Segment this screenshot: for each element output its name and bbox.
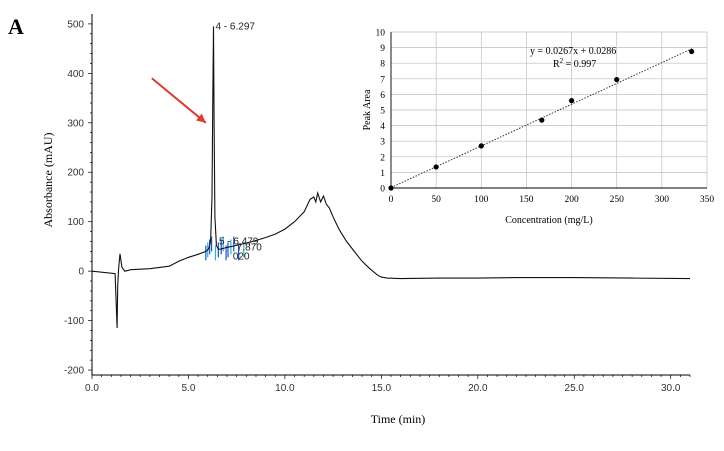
chromatogram-x-tick-label: 0.0 bbox=[85, 383, 99, 394]
inset-axes bbox=[390, 32, 707, 189]
inset-x-tick-label: 100 bbox=[474, 195, 489, 205]
inset-x-tick-label: 250 bbox=[610, 195, 625, 205]
chromatogram-x-tick-label: 15.0 bbox=[372, 383, 392, 394]
calibration-point bbox=[689, 48, 695, 55]
chromatogram-chart: 0.0 5.0 10.0 15.0 20.0 25.0 30.0 5004003002001… bbox=[41, 14, 691, 426]
chromatogram-y-tick-label: 200 bbox=[67, 168, 84, 179]
inset-y-tick-label: 4 bbox=[380, 122, 385, 132]
chromatogram-x-ticks: 0.0 5.0 10.0 15.0 20.0 25.0 30.0 bbox=[85, 375, 691, 394]
calibration-point bbox=[614, 76, 620, 83]
chromatogram-x-tick-label: 10.0 bbox=[275, 383, 295, 394]
chromatogram-y-tick-label: 300 bbox=[67, 118, 84, 129]
chromatogram-x-tick-label: 30.0 bbox=[661, 383, 681, 394]
inset-y-tick-label: 8 bbox=[380, 60, 385, 70]
inset-x-tick-label: 0 bbox=[389, 195, 394, 205]
inset-x-axis-title: Concentration (mg/L) bbox=[505, 215, 592, 226]
inset-y-tick-label: 6 bbox=[380, 91, 385, 101]
calibration-point bbox=[388, 185, 394, 191]
peak-label: 4 - 6.297 bbox=[215, 21, 255, 32]
fit-r-squared: R2 = 0.997 bbox=[553, 57, 596, 70]
chromatogram-x-axis-title: Time (min) bbox=[371, 412, 426, 426]
inset-x-tick-label: 300 bbox=[655, 195, 670, 205]
inset-x-tick-label: 150 bbox=[519, 195, 534, 205]
inset-y-tick-label: 0 bbox=[380, 185, 385, 195]
calibration-point bbox=[568, 98, 575, 104]
calibration-points bbox=[388, 48, 695, 191]
chromatogram-y-tick-label: 400 bbox=[67, 69, 84, 80]
inset-grid bbox=[390, 31, 708, 189]
calibration-point bbox=[433, 164, 439, 170]
inset-y-tick-label: 7 bbox=[380, 75, 385, 85]
chromatogram-x-tick-label: 5.0 bbox=[181, 383, 195, 394]
chromatogram-x-tick-label: 25.0 bbox=[565, 383, 585, 394]
chromatogram-trace bbox=[91, 26, 691, 329]
panel-label: A bbox=[8, 14, 24, 39]
chromatogram-y-tick-label: -100 bbox=[64, 316, 84, 327]
inset-y-tick-label: 10 bbox=[376, 29, 386, 39]
inset-y-tick-label: 3 bbox=[380, 138, 385, 148]
inset-y-tick-label: 9 bbox=[380, 44, 385, 54]
chromatogram-x-tick-label: 20.0 bbox=[468, 383, 488, 394]
inset-y-tick-label: 1 bbox=[380, 169, 385, 179]
peak-label: 020 bbox=[233, 251, 250, 262]
chromatogram-y-tick-label: 0 bbox=[78, 267, 84, 278]
chromatogram-y-tick-label: 100 bbox=[67, 217, 84, 228]
inset-y-axis-title: Peak Area bbox=[362, 89, 373, 130]
inset-y-tick-label: 2 bbox=[380, 153, 385, 163]
calibration-inset-chart: 0 50 100 150 200 250 300 350 0 1 2 3 4 5 6 7 8 9 10 y = 0… bbox=[350, 24, 715, 234]
calibration-point bbox=[478, 143, 484, 149]
inset-x-ticks: 0 50 100 150 200 250 300 350 bbox=[389, 195, 715, 205]
inset-y-tick-label: 5 bbox=[380, 107, 385, 117]
annotation-arrow bbox=[151, 77, 207, 124]
inset-x-tick-label: 350 bbox=[700, 195, 715, 205]
inset-y-ticks: 0 1 2 3 4 5 6 7 8 9 10 bbox=[376, 29, 386, 195]
r2-value: = 0.997 bbox=[563, 59, 596, 70]
inset-x-tick-label: 200 bbox=[564, 195, 579, 205]
chromatogram-y-tick-label: 500 bbox=[67, 19, 84, 30]
r2-superscript: 2 bbox=[560, 57, 564, 65]
fit-equation: y = 0.0267x + 0.0286 bbox=[530, 46, 616, 57]
inset-background bbox=[350, 24, 715, 234]
peak-label: 5 - 6.479 bbox=[219, 236, 259, 247]
r2-prefix: R bbox=[553, 59, 560, 70]
peak-label: 7.870 bbox=[237, 242, 262, 253]
calibration-point bbox=[539, 117, 545, 123]
chromatogram-y-tick-label: -200 bbox=[64, 366, 84, 377]
arrow-shaft bbox=[151, 77, 207, 124]
chromatogram-y-ticks: 500 400 300 200 100 0 -100 -200 bbox=[64, 19, 92, 377]
inset-x-tick-label: 50 bbox=[431, 195, 441, 205]
chromatogram-y-axis-title: Absorbance (mAU) bbox=[41, 133, 55, 228]
arrow-head bbox=[196, 113, 206, 123]
